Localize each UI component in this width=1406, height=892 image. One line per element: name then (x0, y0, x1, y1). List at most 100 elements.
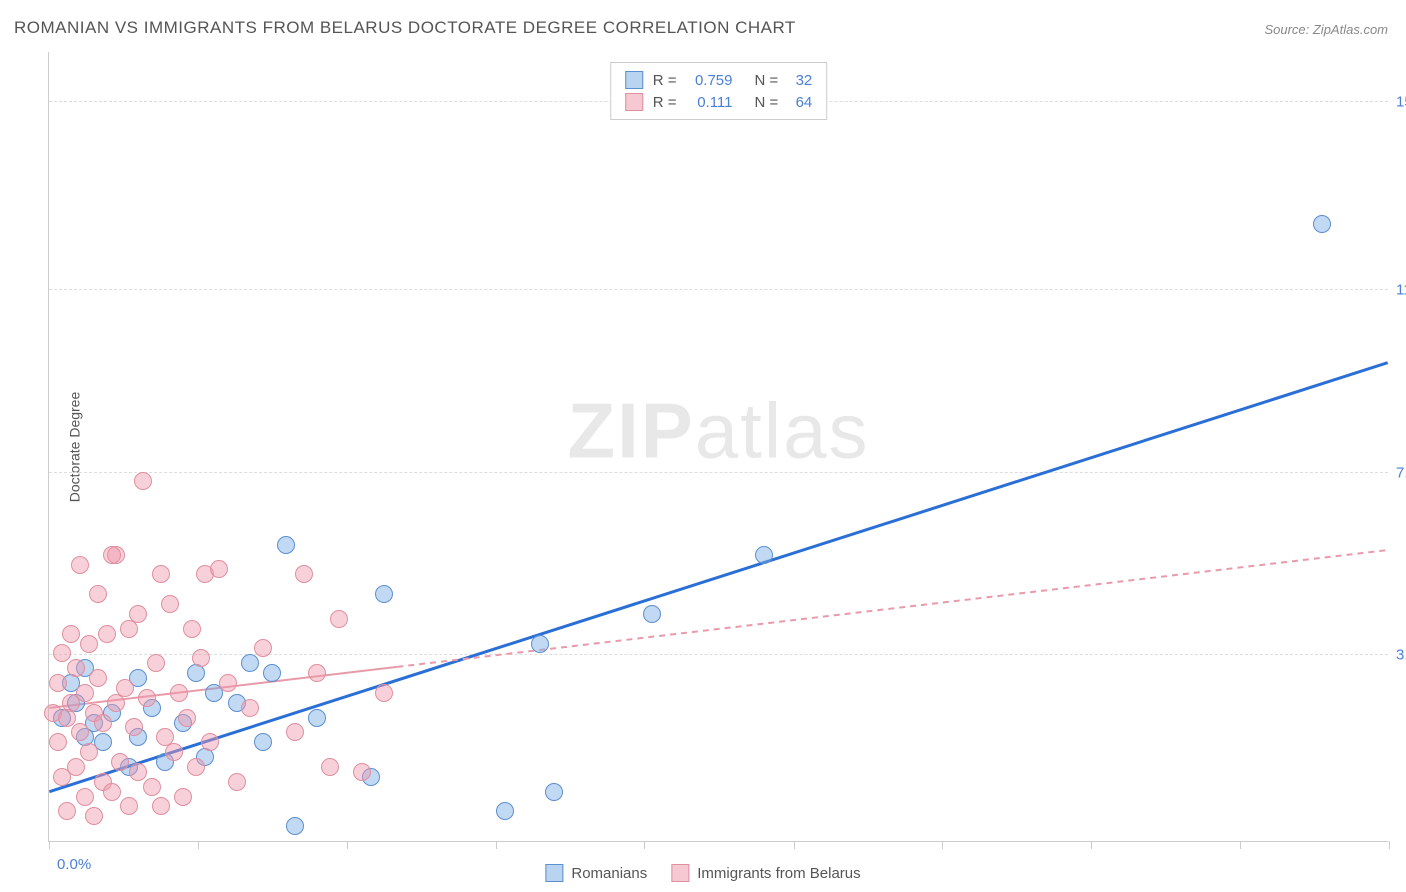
scatter-point (228, 773, 246, 791)
scatter-point (116, 679, 134, 697)
scatter-point (67, 758, 85, 776)
scatter-point (286, 817, 304, 835)
bottom-legend-item: Romanians (545, 864, 647, 882)
scatter-point (277, 536, 295, 554)
scatter-point (165, 743, 183, 761)
r-label: R = (653, 94, 677, 111)
scatter-point (643, 605, 661, 623)
gridline: 11.2% (49, 289, 1388, 290)
scatter-point (76, 788, 94, 806)
n-label: N = (755, 72, 779, 89)
x-tick (794, 841, 795, 849)
legend-label: Immigrants from Belarus (697, 865, 860, 882)
n-value: 32 (788, 72, 812, 89)
scatter-point (67, 659, 85, 677)
y-tick-label: 3.8% (1396, 647, 1406, 664)
scatter-point (94, 714, 112, 732)
scatter-point (161, 595, 179, 613)
y-axis-label: Doctorate Degree (66, 391, 82, 502)
x-tick (496, 841, 497, 849)
y-tick-label: 11.2% (1396, 282, 1406, 299)
scatter-point (241, 654, 259, 672)
legend-swatch (671, 864, 689, 882)
scatter-point (308, 664, 326, 682)
stats-legend: R = 0.759 N = 32 R = 0.111 N = 64 (610, 62, 828, 120)
scatter-point (263, 664, 281, 682)
x-tick (347, 841, 348, 849)
scatter-point (152, 797, 170, 815)
scatter-point (80, 743, 98, 761)
gridline: 7.5% (49, 472, 1388, 473)
scatter-point (49, 674, 67, 692)
stats-legend-row: R = 0.111 N = 64 (625, 91, 813, 113)
legend-label: Romanians (571, 865, 647, 882)
scatter-point (129, 763, 147, 781)
scatter-point (183, 620, 201, 638)
scatter-point (330, 610, 348, 628)
r-label: R = (653, 72, 677, 89)
trend-lines (49, 52, 1388, 841)
scatter-point (545, 783, 563, 801)
scatter-point (1313, 215, 1331, 233)
source-attribution: Source: ZipAtlas.com (1264, 22, 1388, 37)
scatter-point (89, 669, 107, 687)
scatter-point (192, 649, 210, 667)
bottom-legend-item: Immigrants from Belarus (671, 864, 860, 882)
scatter-point (254, 733, 272, 751)
plot-area: Doctorate Degree ZIPatlas 3.8%7.5%11.2%1… (48, 52, 1388, 842)
x-axis-min-label: 0.0% (57, 856, 91, 873)
n-label: N = (755, 94, 779, 111)
scatter-point (187, 758, 205, 776)
scatter-point (353, 763, 371, 781)
scatter-point (98, 625, 116, 643)
bottom-legend: Romanians Immigrants from Belarus (545, 864, 860, 882)
scatter-point (49, 733, 67, 751)
x-tick (942, 841, 943, 849)
scatter-point (496, 802, 514, 820)
scatter-point (120, 797, 138, 815)
chart-container: ROMANIAN VS IMMIGRANTS FROM BELARUS DOCT… (0, 0, 1406, 892)
scatter-point (201, 733, 219, 751)
r-value: 0.111 (687, 94, 733, 111)
y-tick-label: 15.0% (1396, 94, 1406, 111)
scatter-point (308, 709, 326, 727)
scatter-point (295, 565, 313, 583)
x-tick (1389, 841, 1390, 849)
scatter-point (138, 689, 156, 707)
x-tick (198, 841, 199, 849)
stats-legend-row: R = 0.759 N = 32 (625, 69, 813, 91)
scatter-point (103, 546, 121, 564)
n-value: 64 (788, 94, 812, 111)
scatter-point (531, 635, 549, 653)
scatter-point (143, 778, 161, 796)
scatter-point (755, 546, 773, 564)
watermark: ZIPatlas (567, 385, 869, 476)
scatter-point (134, 472, 152, 490)
scatter-point (241, 699, 259, 717)
scatter-point (210, 560, 228, 578)
y-tick-label: 7.5% (1396, 464, 1406, 481)
scatter-point (375, 684, 393, 702)
scatter-point (254, 639, 272, 657)
scatter-point (321, 758, 339, 776)
scatter-point (89, 585, 107, 603)
scatter-point (85, 807, 103, 825)
scatter-point (71, 723, 89, 741)
scatter-point (103, 783, 121, 801)
scatter-point (375, 585, 393, 603)
scatter-point (152, 565, 170, 583)
scatter-point (62, 625, 80, 643)
scatter-point (286, 723, 304, 741)
scatter-point (71, 556, 89, 574)
scatter-point (125, 718, 143, 736)
scatter-point (120, 620, 138, 638)
scatter-point (80, 635, 98, 653)
scatter-point (219, 674, 237, 692)
x-tick (1091, 841, 1092, 849)
scatter-point (174, 788, 192, 806)
r-value: 0.759 (687, 72, 733, 89)
scatter-point (53, 644, 71, 662)
scatter-point (147, 654, 165, 672)
x-tick (49, 841, 50, 849)
scatter-point (58, 802, 76, 820)
